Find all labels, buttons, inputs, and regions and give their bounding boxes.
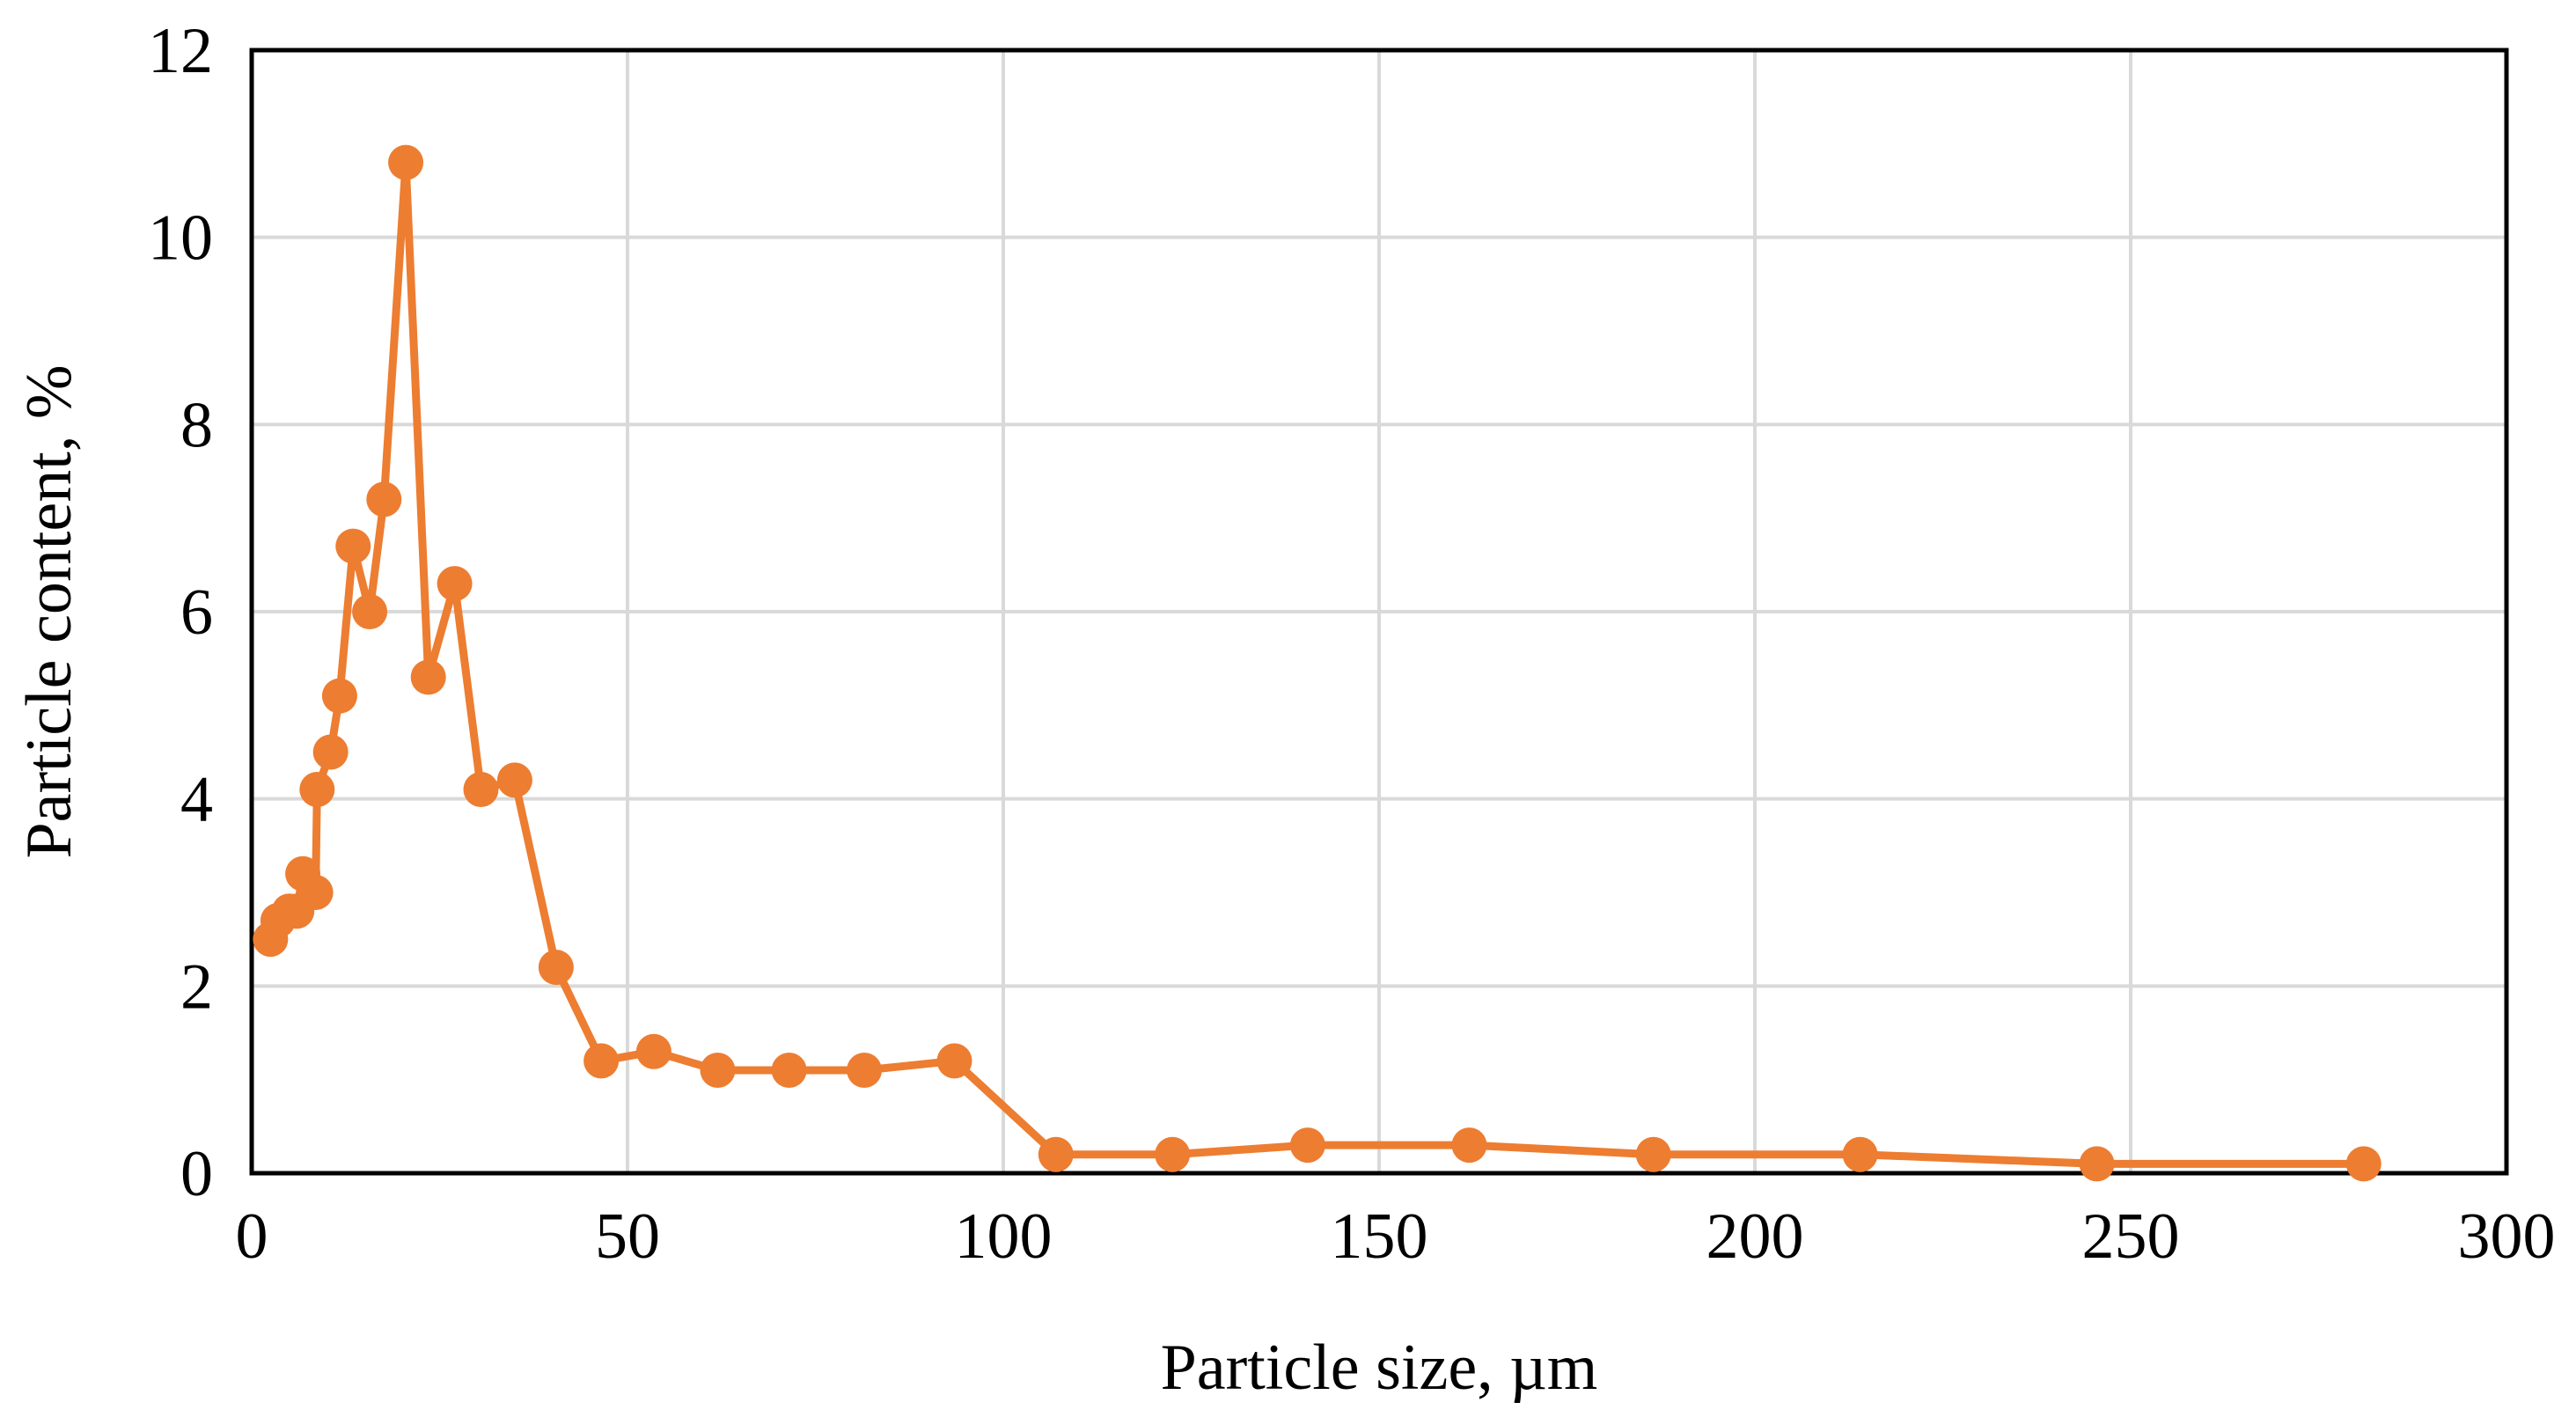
data-point — [352, 594, 388, 629]
y-tick-label: 4 — [180, 764, 213, 836]
data-point — [1451, 1127, 1487, 1164]
data-point — [1635, 1136, 1671, 1172]
data-point — [635, 1033, 672, 1069]
data-point — [936, 1043, 972, 1079]
gridlines — [252, 50, 2506, 1173]
x-tick-label: 150 — [1331, 1200, 1428, 1273]
y-tick-label: 12 — [148, 15, 213, 87]
data-point — [496, 762, 532, 798]
data-point — [410, 659, 446, 695]
data-point — [1038, 1136, 1074, 1172]
data-point — [583, 1043, 620, 1079]
x-tick-label: 100 — [955, 1200, 1053, 1273]
data-point — [335, 528, 371, 564]
plot-area-frame — [249, 48, 2509, 1176]
data-point — [312, 734, 349, 770]
x-axis-title: Particle size, µm — [1161, 1332, 1598, 1404]
x-tick-label: 50 — [595, 1200, 660, 1273]
data-point — [299, 772, 335, 808]
y-tick-label: 0 — [180, 1138, 213, 1210]
data-point — [2345, 1146, 2382, 1182]
data-point — [366, 481, 402, 518]
data-point — [1289, 1127, 1325, 1164]
data-point — [700, 1053, 736, 1089]
x-axis-tick-labels: 0 50 100 150 200 250 300 — [236, 1200, 2556, 1273]
data-point — [847, 1053, 883, 1089]
x-tick-label: 0 — [236, 1200, 268, 1273]
x-tick-label: 300 — [2458, 1200, 2556, 1273]
data-point — [2079, 1146, 2115, 1182]
y-tick-label: 10 — [148, 202, 213, 275]
data-point — [297, 875, 334, 910]
x-tick-label: 250 — [2082, 1200, 2180, 1273]
data-point — [1842, 1136, 1878, 1172]
y-axis-title: Particle content, % — [13, 365, 85, 859]
y-tick-label: 2 — [180, 951, 213, 1023]
y-tick-label: 8 — [180, 389, 213, 461]
y-axis-tick-labels: 0 2 4 6 8 10 12 — [148, 15, 213, 1210]
data-point — [321, 678, 357, 714]
y-tick-label: 6 — [180, 576, 213, 649]
data-point — [388, 144, 424, 180]
series-line — [267, 158, 2364, 1168]
data-point — [437, 566, 473, 602]
data-point — [1155, 1136, 1191, 1172]
data-point — [538, 950, 574, 986]
x-tick-label: 200 — [1706, 1200, 1804, 1273]
series-layer — [253, 144, 2382, 1182]
data-point — [771, 1053, 807, 1089]
data-point — [463, 772, 499, 808]
